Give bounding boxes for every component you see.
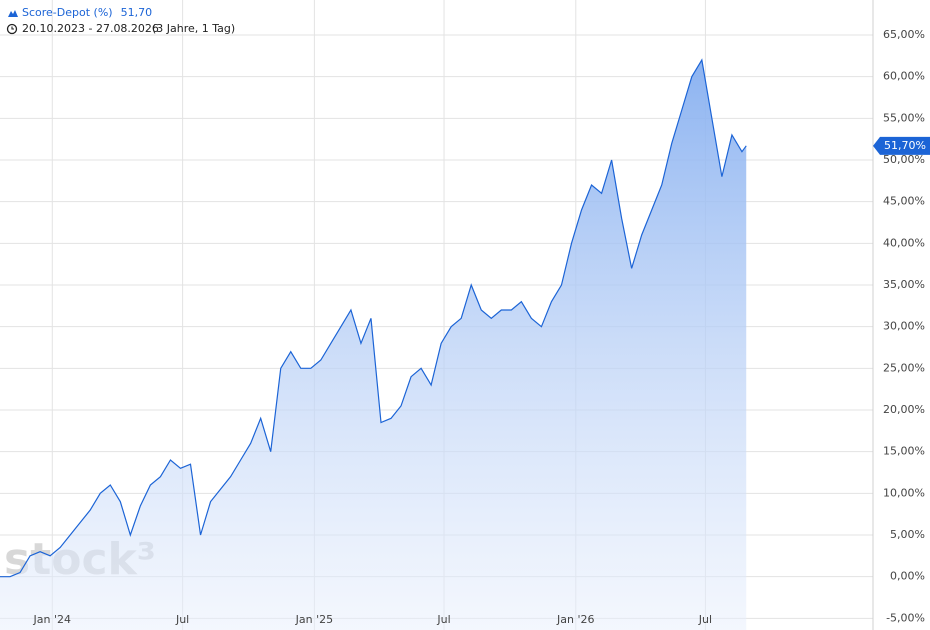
x-tick-label: Jan '26: [556, 613, 594, 626]
y-tick-label: 55,00%: [883, 111, 925, 124]
y-tick-label: 30,00%: [883, 320, 925, 333]
clock-hands: [11, 26, 14, 30]
x-tick-label: Jul: [436, 613, 450, 626]
y-tick-label: 5,00%: [890, 528, 925, 541]
y-tick-label: 20,00%: [883, 403, 925, 416]
series-icon: [8, 10, 18, 17]
current-value: 51,70: [121, 6, 153, 19]
y-tick-label: 15,00%: [883, 445, 925, 458]
y-tick-label: 65,00%: [883, 28, 925, 41]
x-tick-label: Jul: [175, 613, 189, 626]
y-tick-label: 60,00%: [883, 70, 925, 83]
y-tick-label: 10,00%: [883, 486, 925, 499]
date-range: 20.10.2023 - 27.08.2026: [22, 22, 159, 35]
line: [0, 58, 747, 578]
last-value-tag: [873, 136, 930, 155]
x-tick-label: Jan '25: [295, 613, 333, 626]
last-value-label: 51,70%: [884, 139, 926, 152]
y-tick-label: 50,00%: [883, 153, 925, 166]
y-tick-label: 45,00%: [883, 195, 925, 208]
x-tick-label: Jan '24: [33, 613, 71, 626]
y-tick-label: 25,00%: [883, 361, 925, 374]
duration: (3 Jahre, 1 Tag): [152, 22, 235, 35]
y-tick-label: 35,00%: [883, 278, 925, 291]
legend-entry: Score-Depot (%): [22, 6, 113, 19]
clock-icon: [6, 23, 18, 35]
y-tick-label: -5,00%: [886, 611, 925, 624]
y-tick-label: 0,00%: [890, 570, 925, 583]
x-tick-label: Jul: [698, 613, 712, 626]
y-tick-label: 40,00%: [883, 236, 925, 249]
